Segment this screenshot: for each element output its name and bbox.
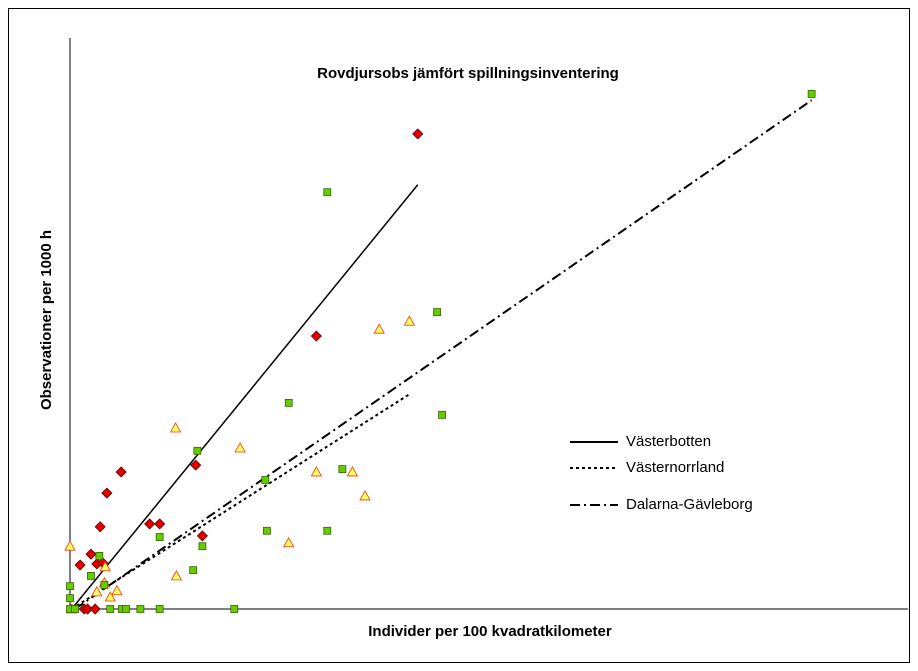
data-point <box>106 605 115 613</box>
data-point <box>170 570 183 581</box>
data-point <box>104 591 116 602</box>
data-point <box>155 533 164 541</box>
data-point <box>346 466 359 477</box>
data-point <box>85 548 97 560</box>
data-point <box>196 530 208 542</box>
data-point <box>323 188 332 197</box>
data-point <box>284 398 293 407</box>
data-point <box>136 605 145 613</box>
data-point <box>433 308 441 316</box>
data-point <box>338 465 347 474</box>
data-point <box>101 487 113 499</box>
legend-label: Dalarna-Gävleborg <box>626 496 753 513</box>
data-point <box>230 605 239 613</box>
data-point <box>89 603 101 615</box>
data-point <box>373 323 385 334</box>
data-point <box>261 476 270 484</box>
data-point <box>74 559 86 571</box>
chart-title: Rovdjursobs jämfört spillningsinventerin… <box>317 65 619 82</box>
data-point <box>438 410 446 419</box>
data-point <box>310 466 323 477</box>
data-point <box>189 566 198 575</box>
data-point <box>263 526 271 535</box>
trendline <box>71 184 419 610</box>
data-point <box>155 605 164 613</box>
data-point <box>234 442 246 453</box>
data-point <box>94 521 106 533</box>
data-point <box>412 128 424 140</box>
data-point <box>66 582 74 591</box>
data-point <box>283 536 295 548</box>
data-point <box>154 518 166 530</box>
data-point <box>190 459 202 471</box>
data-point <box>66 594 74 603</box>
data-point <box>310 330 322 342</box>
data-point <box>71 605 79 613</box>
data-point <box>99 560 111 572</box>
data-point <box>144 518 156 530</box>
x-axis-label: Individer per 100 kvadratkilometer <box>368 623 612 640</box>
legend-label: Västernorrland <box>626 459 724 476</box>
data-point <box>64 540 76 551</box>
data-point <box>403 315 416 326</box>
data-point <box>91 586 103 597</box>
legend-label: Västerbotten <box>626 433 711 450</box>
data-point <box>87 571 95 580</box>
y-axis-label: Observationer per 1000 h <box>38 230 55 410</box>
data-point <box>95 551 104 560</box>
data-point <box>359 490 371 501</box>
data-point <box>100 581 109 589</box>
data-point <box>169 422 182 433</box>
data-point <box>193 446 202 455</box>
data-point <box>82 603 94 615</box>
data-point <box>111 584 123 596</box>
trendline <box>74 99 813 610</box>
data-point <box>807 90 816 98</box>
data-point <box>115 466 127 478</box>
data-point <box>122 605 131 613</box>
data-point <box>323 526 332 535</box>
data-point <box>198 542 207 551</box>
